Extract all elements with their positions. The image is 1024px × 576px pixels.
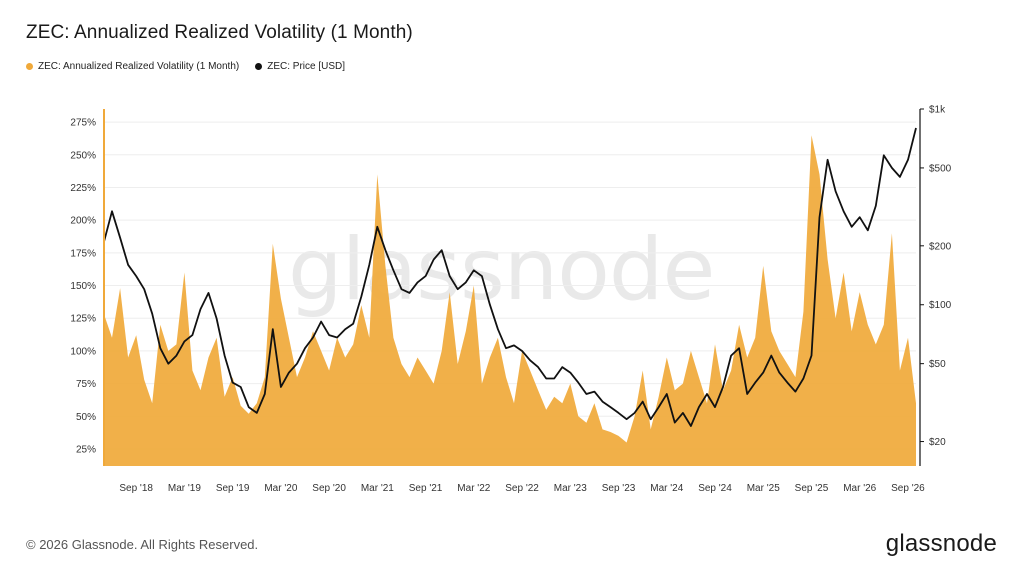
legend-label-price: ZEC: Price [USD]	[267, 61, 346, 72]
x-tick-label: Sep '24	[698, 483, 732, 494]
x-tick-label: Mar '25	[747, 483, 780, 494]
volatility-area	[104, 135, 916, 466]
price-line	[103, 127, 917, 427]
x-tick-label: Mar '23	[554, 483, 587, 494]
x-tick-label: Mar '21	[361, 483, 394, 494]
left-tick-label: 275%	[70, 118, 96, 129]
chart-title: ZEC: Annualized Realized Volatility (1 M…	[26, 22, 413, 43]
legend-item-price[interactable]: ZEC: Price [USD]	[255, 61, 345, 72]
legend-swatch-volatility	[26, 63, 33, 70]
x-tick-label: Sep '26	[891, 483, 925, 494]
right-axis-tick-labels: $20 $50 $100 $200 $500 $1k	[920, 105, 952, 448]
legend-item-volatility[interactable]: ZEC: Annualized Realized Volatility (1 M…	[26, 61, 239, 72]
left-tick-label: 150%	[70, 281, 96, 292]
x-axis-tick-labels: Sep '18 Mar '19 Sep '19 Mar '20 Sep '20 Mar '…	[119, 483, 925, 494]
volatility-area-layer	[104, 135, 916, 466]
x-tick-label: Mar '20	[264, 483, 297, 494]
right-tick-label: $500	[929, 163, 952, 174]
x-tick-label: Mar '22	[457, 483, 490, 494]
x-tick-label: Mar '26	[843, 483, 876, 494]
grid-lines	[104, 121, 916, 450]
left-tick-label: 100%	[70, 346, 96, 357]
price-line-layer	[103, 127, 917, 427]
left-tick-label: 225%	[70, 183, 96, 194]
left-axis-tick-labels: 25% 50% 75% 100% 125% 150% 175% 200% 225% 250% 275…	[70, 118, 96, 456]
left-tick-label: 50%	[76, 412, 96, 423]
x-tick-label: Sep '19	[216, 483, 250, 494]
right-tick-label: $50	[929, 359, 946, 370]
legend-label-volatility: ZEC: Annualized Realized Volatility (1 M…	[38, 61, 240, 72]
left-tick-label: 200%	[70, 216, 96, 227]
left-tick-label: 250%	[70, 150, 96, 161]
right-tick-label: $200	[929, 241, 952, 252]
left-tick-label: 25%	[76, 445, 96, 456]
x-tick-label: Mar '19	[168, 483, 201, 494]
chart-legend: ZEC: Annualized Realized Volatility (1 M…	[26, 61, 345, 72]
x-tick-label: Sep '23	[602, 483, 636, 494]
x-tick-label: Sep '20	[312, 483, 346, 494]
x-tick-label: Sep '25	[795, 483, 829, 494]
x-tick-label: Sep '22	[505, 483, 539, 494]
left-tick-label: 175%	[70, 248, 96, 259]
chart-axes	[103, 109, 921, 466]
right-tick-label: $1k	[929, 105, 946, 116]
x-tick-label: Sep '21	[409, 483, 443, 494]
brand-logo: glassnode	[885, 530, 997, 557]
x-tick-label: Sep '18	[119, 483, 153, 494]
right-tick-label: $20	[929, 437, 946, 448]
legend-swatch-price	[255, 63, 263, 70]
left-tick-label: 75%	[76, 379, 96, 390]
x-tick-label: Mar '24	[650, 483, 683, 494]
copyright-footer: © 2026 Glassnode. All Rights Reserved.	[26, 537, 259, 552]
left-tick-label: 125%	[70, 314, 96, 325]
right-tick-label: $100	[929, 300, 952, 311]
